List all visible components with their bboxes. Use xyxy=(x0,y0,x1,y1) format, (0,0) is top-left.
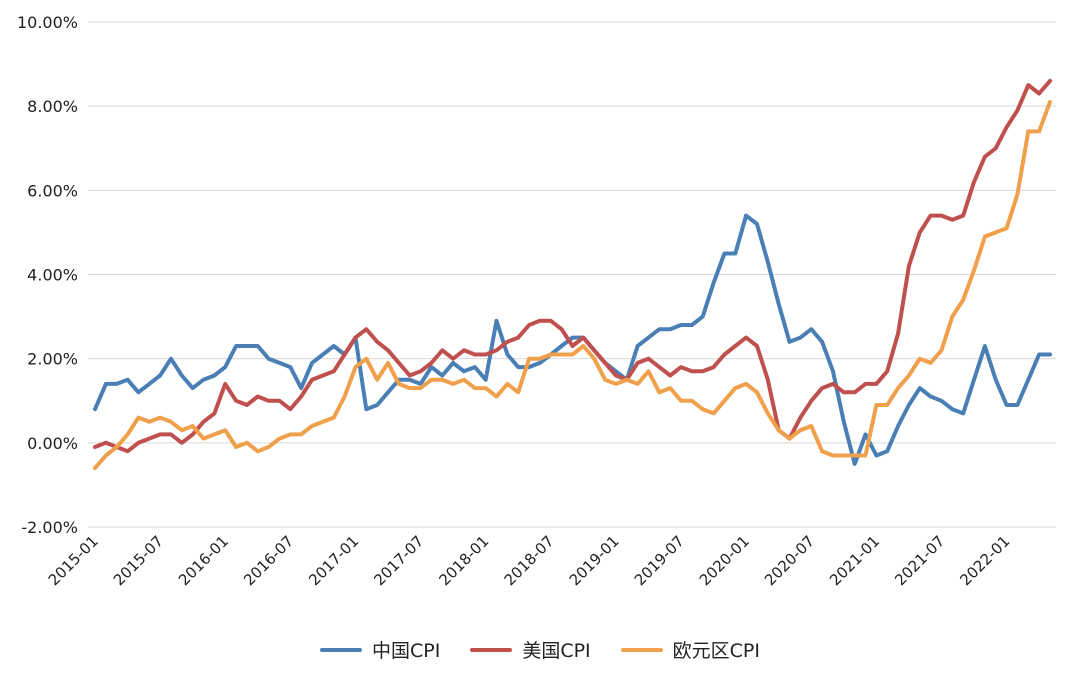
x-tick-label: 2019-01 xyxy=(566,532,623,589)
legend: 中国CPI 美国CPI 欧元区CPI xyxy=(0,636,1080,663)
legend-swatch-us-cpi xyxy=(470,647,513,652)
x-tick-label: 2021-01 xyxy=(826,532,883,589)
x-tick-label: 2017-07 xyxy=(370,532,427,589)
legend-label-china-cpi: 中国CPI xyxy=(372,640,441,662)
legend-swatch-china-cpi xyxy=(320,647,362,652)
legend-item-eurozone-cpi: 欧元区CPI xyxy=(620,636,760,663)
y-tick-label: -2.00% xyxy=(21,518,78,537)
legend-label-eurozone-cpi: 欧元区CPI xyxy=(672,640,760,662)
legend-item-us-cpi: 美国CPI xyxy=(470,636,591,663)
x-axis-tick-labels: 2015-01 2015-07 2016-01 2016-07 2017-01 2017-… xyxy=(45,532,1014,589)
y-tick-label: 0.00% xyxy=(27,434,78,453)
x-tick-label: 2015-01 xyxy=(45,532,102,589)
y-tick-label: 2.00% xyxy=(27,350,78,369)
x-tick-label: 2022-01 xyxy=(956,532,1013,589)
x-tick-label: 2017-01 xyxy=(305,532,362,589)
series-line-china-cpi xyxy=(93,213,1052,466)
legend-swatch-eurozone-cpi xyxy=(620,647,663,652)
series-line-us-cpi xyxy=(93,78,1052,454)
x-tick-label: 2015-07 xyxy=(110,532,167,589)
x-tick-label: 2018-07 xyxy=(501,532,558,589)
y-axis-tick-labels: -2.00% 0.00% 2.00% 4.00% 6.00% 8.00% 10.00% xyxy=(17,13,78,537)
x-tick-label: 2016-01 xyxy=(175,532,232,589)
x-tick-label: 2020-07 xyxy=(761,532,818,589)
x-tick-label: 2019-07 xyxy=(631,532,688,589)
legend-label-us-cpi: 美国CPI xyxy=(522,640,591,662)
x-tick-label: 2018-01 xyxy=(435,532,492,589)
series-line-eurozone-cpi xyxy=(93,100,1052,471)
x-tick-label: 2020-01 xyxy=(696,532,753,589)
y-tick-label: 4.00% xyxy=(27,266,78,285)
x-tick-label: 2016-07 xyxy=(240,532,297,589)
y-tick-label: 8.00% xyxy=(27,97,78,116)
y-tick-label: 10.00% xyxy=(17,13,78,32)
gridlines xyxy=(88,21,1056,528)
x-tick-label: 2021-07 xyxy=(891,532,948,589)
series-lines xyxy=(93,78,1052,471)
legend-item-china-cpi: 中国CPI xyxy=(320,636,440,663)
y-tick-label: 6.00% xyxy=(27,181,78,200)
